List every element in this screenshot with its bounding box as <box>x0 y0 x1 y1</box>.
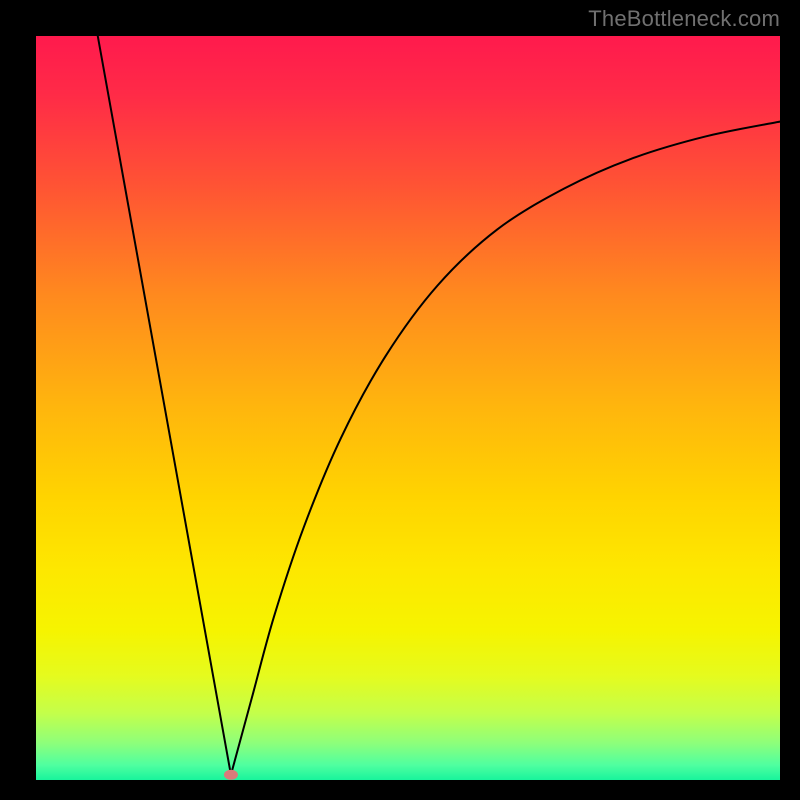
chart-frame: TheBottleneck.com <box>0 0 800 800</box>
bottleneck-curve <box>36 36 780 780</box>
minimum-marker <box>224 770 238 780</box>
plot-area <box>36 36 780 780</box>
watermark-text: TheBottleneck.com <box>588 6 780 32</box>
